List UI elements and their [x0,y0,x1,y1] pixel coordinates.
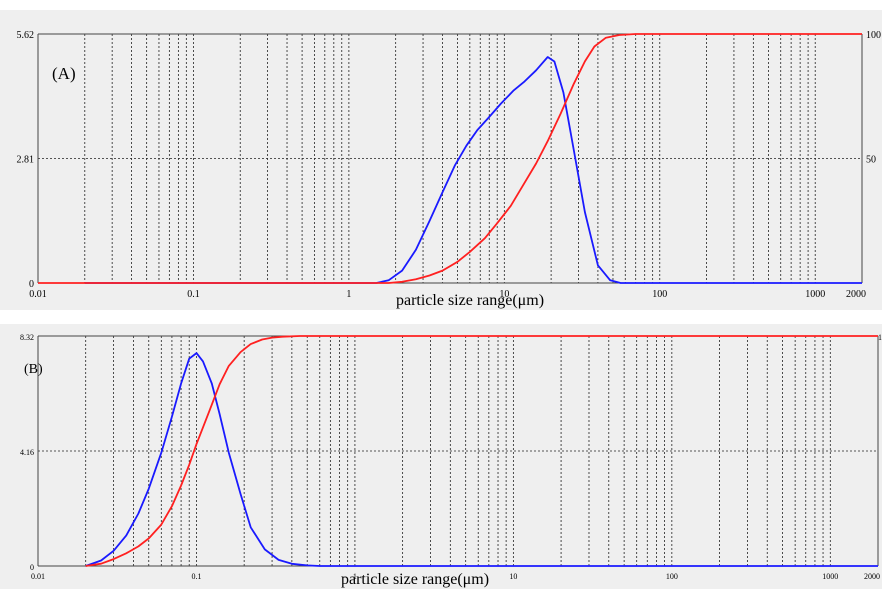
chart-b: 0.01 0.1 1 10 100 1000 2000 0 4.16 8.32 10 (B) par… [0,324,882,589]
x-tick-label: 0.1 [187,289,200,300]
x-tick-label: 2000 [846,289,866,300]
x-tick-label: 0.01 [29,289,47,300]
y-right-tick-label: 50 [866,155,876,166]
panel-annotation: (B) [24,362,43,377]
y-right-tick-label: 10 [878,333,882,342]
x-tick-label: 0.01 [31,572,45,581]
y-tick-label: 8.32 [20,333,34,342]
y-right-tick-label: 100 [866,30,881,41]
x-axis-label: particle size range(μm) [341,571,489,588]
x-tick-label: 10 [499,289,509,300]
tick-layer: 0.01 0.1 1 10 100 1000 2000 0 2.81 5.62 50 100 [17,30,882,300]
tick-layer: 0.01 0.1 1 10 100 1000 2000 0 4.16 8.32 10 [20,333,882,581]
cumulative-curve [85,335,878,567]
panel-annotation: (A) [52,64,76,83]
y-tick-label: 5.62 [17,30,35,41]
x-tick-label: 1000 [822,572,838,581]
y-tick-label: 4.16 [20,448,34,457]
x-tick-label: 1 [346,289,351,300]
y-tick-label: 0 [30,563,34,572]
y-tick-label: 0 [29,279,34,290]
x-tick-label: 1000 [805,289,825,300]
x-tick-label: 10 [509,572,517,581]
gridlines [38,34,862,283]
plot-background [0,324,882,589]
y-tick-label: 2.81 [17,155,35,166]
x-tick-label: 0.1 [191,572,201,581]
frequency-curve [85,352,878,567]
x-axis-label: particle size range(μm) [396,292,544,309]
frequency-curve [84,56,862,284]
panel-b: 0.01 0.1 1 10 100 1000 2000 0 4.16 8.32 10 (B) par… [0,316,882,589]
plot-background [0,10,882,310]
x-tick-label: 2000 [864,572,880,581]
x-tick-label: 100 [666,572,678,581]
gridlines [38,336,878,566]
panel-a: 0.01 0.1 1 10 100 1000 2000 0 2.81 5.62 50 100 (A) … [0,10,882,310]
x-tick-label: 1 [353,572,357,581]
x-tick-label: 100 [652,289,667,300]
cumulative-curve [38,33,862,284]
series-layer [85,335,878,567]
series-layer [38,33,862,284]
